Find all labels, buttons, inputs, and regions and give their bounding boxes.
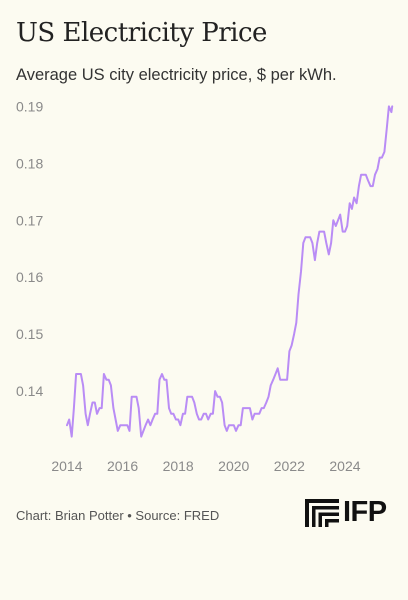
x-tick-label: 2024 (329, 458, 360, 474)
chart-credit: Chart: Brian Potter • Source: FRED (16, 508, 220, 523)
x-tick-label: 2016 (107, 458, 138, 474)
ifp-logo-text: IFP (343, 496, 387, 528)
y-tick-label: 0.14 (16, 383, 43, 399)
ifp-logo-icon (305, 498, 339, 527)
y-tick-label: 0.17 (16, 212, 43, 228)
chart-subtitle: Average US city electricity price, $ per… (16, 66, 337, 84)
y-axis-ticks: 0.14 0.15 0.16 0.17 0.18 0.19 (16, 98, 43, 399)
x-tick-label: 2014 (51, 458, 82, 474)
chart-title: US Electricity Price (16, 18, 267, 48)
ifp-logo: IFP (305, 496, 387, 529)
y-tick-label: 0.18 (16, 155, 43, 171)
y-tick-label: 0.16 (16, 269, 43, 285)
series-group (66, 105, 394, 438)
x-axis-ticks: 2014 2016 2018 2020 2022 2024 (51, 458, 360, 474)
y-tick-label: 0.15 (16, 326, 43, 342)
x-tick-label: 2020 (218, 458, 249, 474)
x-tick-label: 2022 (274, 458, 305, 474)
series-line-0 (66, 105, 394, 438)
x-tick-label: 2018 (163, 458, 194, 474)
y-tick-label: 0.19 (16, 98, 43, 114)
